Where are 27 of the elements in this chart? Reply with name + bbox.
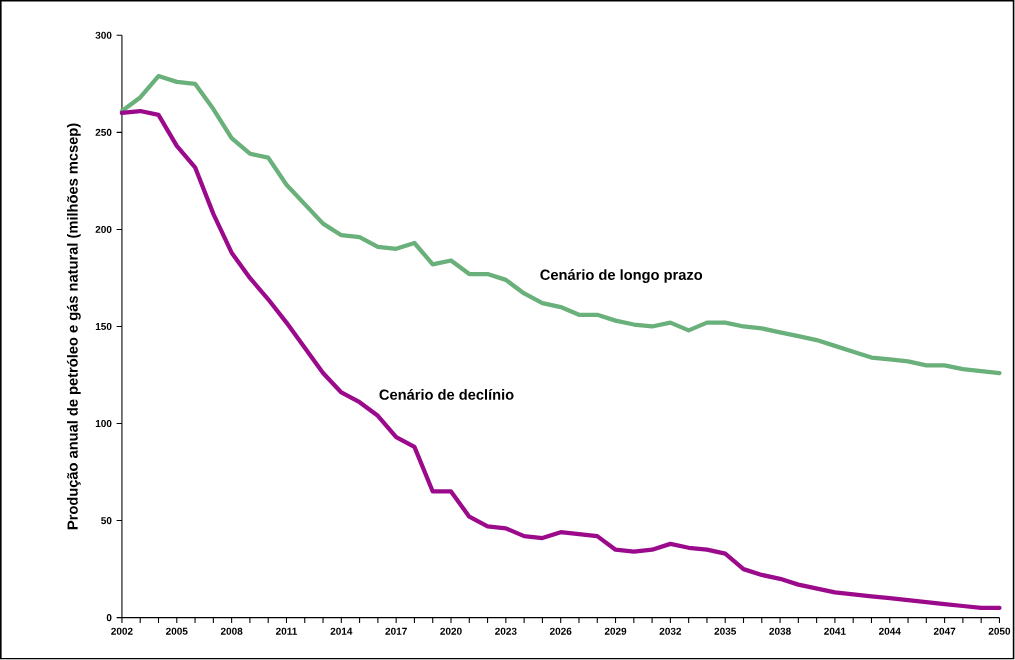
- y-tick-label: 250: [95, 129, 112, 137]
- x-tick-label: 2047: [933, 627, 956, 635]
- x-tick-label: 2029: [604, 627, 627, 635]
- y-tick-label: 150: [95, 323, 112, 331]
- y-axis-title: Produção anual de petróleo e gás natural (milhões mcsep): [66, 123, 81, 530]
- series-label: Cenário de declínio: [379, 389, 514, 401]
- x-tick-label: 2014: [330, 627, 353, 635]
- y-tick-label: 50: [101, 517, 112, 525]
- x-tick-label: 2026: [549, 627, 572, 635]
- x-tick-label: 2005: [166, 627, 188, 635]
- x-tick-label: 2011: [275, 627, 298, 635]
- y-tick-label: 100: [95, 420, 112, 428]
- y-tick-label: 0: [106, 614, 112, 622]
- x-tick-label: 2020: [440, 627, 462, 635]
- x-tick-label: 2002: [111, 627, 133, 635]
- x-tick-label: 2050: [988, 627, 1011, 635]
- y-tick-label: 300: [95, 31, 112, 40]
- x-tick-label: 2041: [824, 627, 846, 635]
- y-tick-label: 200: [95, 226, 112, 234]
- x-tick-label: 2008: [220, 627, 243, 635]
- x-tick-label: 2044: [879, 627, 901, 635]
- x-tick-label: 2035: [714, 627, 737, 635]
- series-label: Cenário de longo prazo: [540, 269, 703, 284]
- x-tick-label: 2023: [495, 627, 517, 635]
- x-tick-label: 2017: [385, 627, 407, 635]
- x-tick-label: 2032: [659, 627, 682, 635]
- x-tick-label: 2038: [769, 627, 791, 635]
